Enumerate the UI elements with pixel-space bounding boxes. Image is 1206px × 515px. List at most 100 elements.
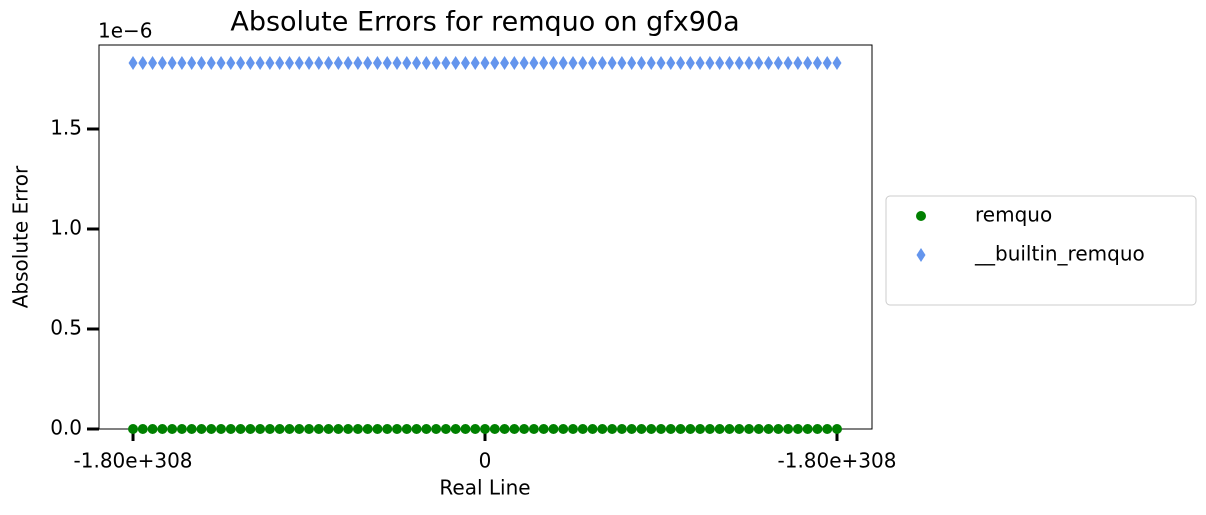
legend-box (885, 195, 1197, 306)
diamond-point (490, 56, 500, 70)
diamond-point (226, 56, 236, 70)
y-offset-label: 1e−6 (98, 19, 153, 43)
circle-point (822, 424, 833, 434)
diamond-point (294, 56, 304, 70)
diamond-point (460, 56, 470, 70)
circle-point (216, 424, 227, 434)
circle-point (255, 424, 266, 434)
circle-point (714, 424, 725, 434)
diamond-point (314, 56, 324, 70)
circle-point (587, 424, 598, 434)
diamond-point (695, 56, 705, 70)
y-tick-label: 0.5 (50, 316, 82, 340)
circle-point (577, 424, 588, 434)
circle-point (304, 424, 315, 434)
diamond-point (138, 56, 148, 70)
diamond-point (216, 56, 226, 70)
circle-point (392, 424, 403, 434)
circle-point (147, 424, 158, 434)
circle-point (499, 424, 510, 434)
diamond-point (803, 56, 813, 70)
diamond-point (265, 56, 275, 70)
diamond-point (588, 56, 598, 70)
diamond-point (793, 56, 803, 70)
diamond-point (685, 56, 695, 70)
diamond-point (666, 56, 676, 70)
diamond-point (916, 248, 926, 262)
circle-point (783, 424, 794, 434)
x-axis-label: Real Line (439, 476, 530, 500)
x-tick-label: -1.80e+308 (74, 449, 193, 473)
chart-title: Absolute Errors for remquo on gfx90a (230, 7, 739, 38)
diamond-point (656, 56, 666, 70)
circle-point (186, 424, 197, 434)
circle-point (812, 424, 823, 434)
circle-point (792, 424, 803, 434)
circle-point (646, 424, 657, 434)
diamond-point (421, 56, 431, 70)
circle-point (382, 424, 393, 434)
diamond-point (597, 56, 607, 70)
circle-point (724, 424, 735, 434)
circle-point (225, 424, 236, 434)
circle-point (607, 424, 618, 434)
diamond-point (333, 56, 343, 70)
diamond-point (754, 56, 764, 70)
circle-point (753, 424, 764, 434)
circle-point (333, 424, 344, 434)
circle-point (450, 424, 461, 434)
circle-point (509, 424, 520, 434)
circle-point (128, 424, 139, 434)
circle-point (274, 424, 285, 434)
circle-point (568, 424, 579, 434)
x-tick-label: 0 (479, 449, 492, 473)
circle-point (313, 424, 324, 434)
circle-point (695, 424, 706, 434)
diamond-point (128, 56, 138, 70)
circle-point (460, 424, 471, 434)
diamond-point (715, 56, 725, 70)
circle-point (245, 424, 256, 434)
circle-point (744, 424, 755, 434)
diamond-point (412, 56, 422, 70)
diamond-point (676, 56, 686, 70)
circle-point (916, 211, 926, 221)
diamond-point (519, 56, 529, 70)
y-tick-label: 1.0 (50, 216, 82, 240)
diamond-point (548, 56, 558, 70)
circle-point (734, 424, 745, 434)
diamond-point (764, 56, 774, 70)
circle-point (558, 424, 569, 434)
diamond-point (441, 56, 451, 70)
circle-point (352, 424, 363, 434)
diamond-point (324, 56, 334, 70)
diamond-point (832, 56, 842, 70)
diamond-point (470, 56, 480, 70)
circle-point (411, 424, 422, 434)
circle-point (704, 424, 715, 434)
diamond-point (157, 56, 167, 70)
diamond-point (363, 56, 373, 70)
circle-point (831, 424, 842, 434)
circle-point (489, 424, 500, 434)
diamond-point (353, 56, 363, 70)
diamond-point (196, 56, 206, 70)
circle-point (616, 424, 627, 434)
diamond-point (431, 56, 441, 70)
circle-point (157, 424, 168, 434)
circle-point (519, 424, 530, 434)
diamond-point (177, 56, 187, 70)
diamond-point (206, 56, 216, 70)
diamond-point (773, 56, 783, 70)
circle-point (372, 424, 383, 434)
diamond-point (245, 56, 255, 70)
diamond-point (734, 56, 744, 70)
diamond-point (822, 56, 832, 70)
circle-point (176, 424, 187, 434)
diamond-point (529, 56, 539, 70)
y-tick-label: 1.5 (50, 116, 82, 140)
circle-point (626, 424, 637, 434)
diamond-point (402, 56, 412, 70)
circle-point (421, 424, 432, 434)
circle-point (470, 424, 481, 434)
